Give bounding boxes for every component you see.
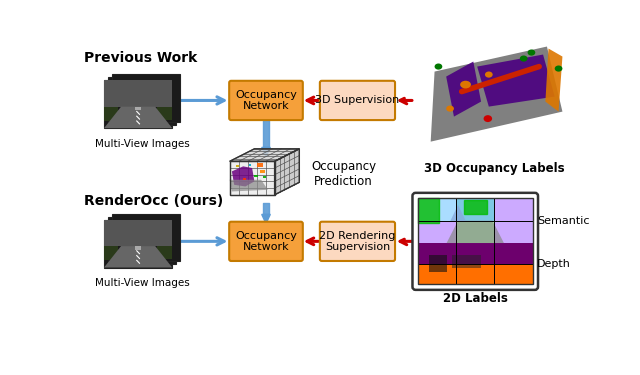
Text: 2D Rendering
Supervision: 2D Rendering Supervision	[319, 231, 396, 252]
Text: Occupancy
Network: Occupancy Network	[235, 231, 297, 252]
Polygon shape	[431, 46, 563, 142]
Polygon shape	[275, 149, 300, 195]
Ellipse shape	[460, 81, 471, 88]
Bar	[494, 243, 532, 264]
Bar	[456, 220, 494, 243]
Text: 3D Supervision: 3D Supervision	[316, 96, 399, 105]
Bar	[418, 264, 456, 285]
Polygon shape	[230, 161, 275, 195]
Polygon shape	[104, 246, 172, 267]
Text: Occupancy
Network: Occupancy Network	[235, 90, 297, 111]
Bar	[418, 220, 456, 243]
Text: Multi-View Images: Multi-View Images	[95, 278, 189, 288]
Text: Semantic: Semantic	[537, 216, 589, 226]
Polygon shape	[104, 106, 172, 128]
Polygon shape	[545, 48, 563, 112]
Bar	[236, 165, 239, 167]
Bar	[260, 170, 265, 173]
FancyBboxPatch shape	[412, 193, 538, 290]
Polygon shape	[232, 166, 254, 186]
Text: 3D Occupancy Labels: 3D Occupancy Labels	[424, 162, 565, 176]
FancyBboxPatch shape	[229, 222, 303, 261]
Polygon shape	[262, 214, 270, 223]
Ellipse shape	[435, 63, 442, 70]
FancyBboxPatch shape	[229, 81, 303, 120]
Ellipse shape	[446, 105, 454, 112]
Polygon shape	[262, 147, 270, 157]
Polygon shape	[450, 205, 466, 222]
Ellipse shape	[485, 72, 493, 78]
Polygon shape	[477, 54, 555, 106]
Bar	[494, 220, 532, 243]
Polygon shape	[446, 62, 481, 117]
Bar	[135, 106, 141, 111]
Bar	[494, 264, 532, 285]
Text: Previous Work: Previous Work	[84, 51, 197, 65]
Bar	[157, 106, 172, 120]
Bar	[456, 264, 494, 285]
Text: Occupancy
Prediction: Occupancy Prediction	[311, 160, 376, 188]
Bar	[456, 198, 494, 220]
Text: Depth: Depth	[537, 259, 571, 269]
FancyBboxPatch shape	[320, 222, 395, 261]
Bar	[452, 255, 481, 268]
Bar	[248, 164, 252, 166]
Bar	[254, 175, 258, 177]
Bar	[108, 77, 176, 125]
Polygon shape	[230, 149, 300, 161]
Bar	[157, 246, 172, 259]
Ellipse shape	[555, 66, 563, 72]
Bar	[418, 198, 532, 285]
Ellipse shape	[520, 56, 527, 62]
Bar	[112, 214, 180, 261]
Bar	[456, 243, 494, 264]
Bar	[104, 80, 172, 128]
Ellipse shape	[484, 115, 492, 122]
Bar	[264, 176, 266, 178]
Bar	[104, 220, 172, 246]
Text: RenderOcc (Ours): RenderOcc (Ours)	[84, 194, 223, 208]
Bar	[104, 80, 172, 106]
Bar	[429, 255, 447, 272]
Text: Multi-View Images: Multi-View Images	[95, 139, 189, 149]
Ellipse shape	[527, 50, 535, 55]
Bar	[243, 178, 246, 180]
Bar	[112, 74, 180, 122]
FancyBboxPatch shape	[320, 81, 395, 120]
Bar	[104, 220, 172, 267]
Polygon shape	[447, 220, 504, 243]
Bar	[418, 243, 456, 264]
Bar	[104, 106, 118, 121]
Bar	[257, 163, 263, 167]
Text: 2D Labels: 2D Labels	[443, 292, 508, 305]
Bar	[418, 198, 456, 220]
Polygon shape	[418, 198, 438, 223]
Bar	[494, 198, 532, 220]
Polygon shape	[464, 201, 486, 214]
Bar	[104, 246, 118, 260]
Polygon shape	[230, 180, 268, 192]
Bar	[108, 217, 176, 264]
Bar	[135, 246, 141, 250]
